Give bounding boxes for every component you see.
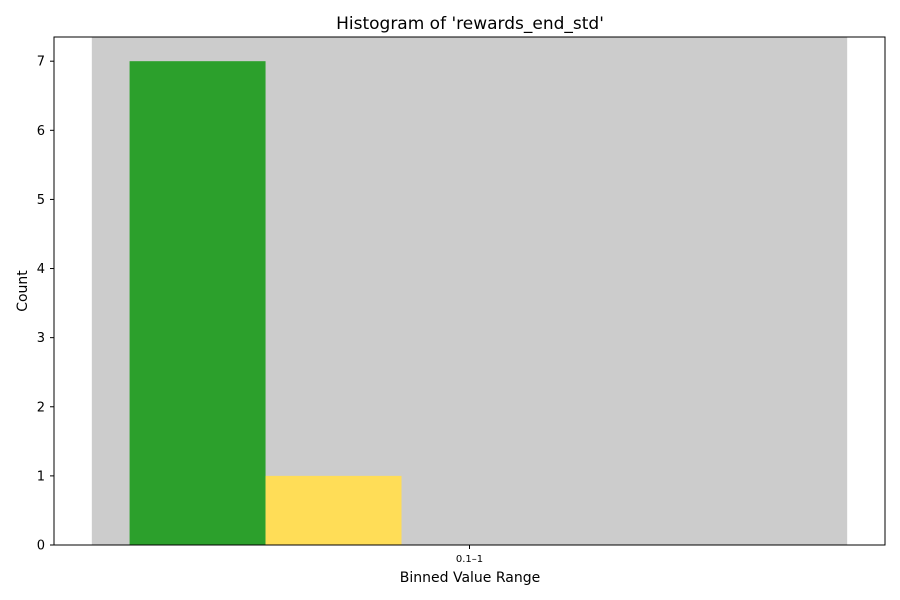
y-tick-label: 7 xyxy=(37,55,45,70)
chart-title: Histogram of 'rewards_end_std' xyxy=(336,14,604,34)
y-tick-label: 1 xyxy=(37,469,45,484)
y-tick-label: 4 xyxy=(37,262,45,277)
y-tick-label: 6 xyxy=(37,124,45,139)
bar xyxy=(129,61,266,545)
y-tick-label: 2 xyxy=(37,400,45,415)
y-tick-label: 3 xyxy=(37,331,45,346)
y-tick-label: 5 xyxy=(37,193,45,208)
x-axis-label: Binned Value Range xyxy=(400,570,540,586)
x-tick-label: 0.1–1 xyxy=(456,554,483,565)
bar xyxy=(265,475,402,545)
x-axis-ticks: 0.1–1 xyxy=(456,545,483,565)
plot-area xyxy=(91,37,848,545)
y-axis-ticks: 0 1 2 3 4 5 6 7 xyxy=(37,55,54,554)
y-axis-label: Count xyxy=(15,270,31,312)
y-tick-label: 0 xyxy=(37,539,45,554)
